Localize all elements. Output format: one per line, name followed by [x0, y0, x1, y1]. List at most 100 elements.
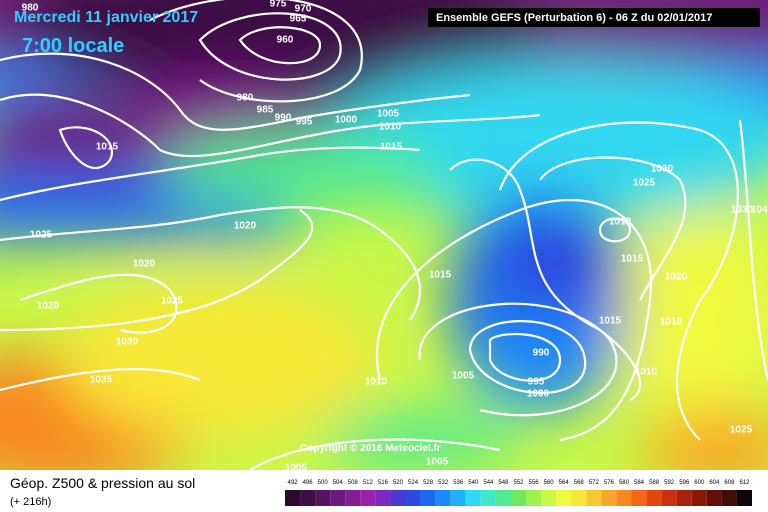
isobar-label: 980	[237, 93, 254, 104]
color-swatch	[736, 490, 752, 506]
isobar-label: 1035	[90, 375, 113, 386]
isobar-label: 1030	[116, 337, 139, 348]
isobar-label: 1010	[609, 217, 632, 228]
isobar-label: 1010	[635, 367, 658, 378]
color-swatch	[360, 490, 376, 506]
isobar-label: 1040	[751, 205, 768, 216]
scale-label: 512	[363, 480, 374, 486]
color-swatch	[661, 490, 677, 506]
color-swatch	[706, 490, 722, 506]
isobar-label: 960	[277, 35, 294, 46]
color-swatch	[435, 490, 451, 506]
copyright: Copyright © 2016 Meteociel.fr	[300, 443, 441, 454]
isobar-label: 965	[290, 14, 307, 25]
color-swatch	[676, 490, 692, 506]
isobar-label: 990	[275, 113, 292, 124]
isobar-label: 1000	[527, 389, 550, 400]
isobar-label: 1025	[633, 178, 656, 189]
scale-label: 528	[423, 480, 434, 486]
valid-time: 7:00 locale	[22, 35, 124, 57]
footer-title: Géop. Z500 & pression au sol	[10, 475, 195, 491]
isobar-label: 1015	[621, 254, 644, 265]
color-swatch	[465, 490, 481, 506]
color-swatch	[480, 490, 496, 506]
color-swatch	[495, 490, 511, 506]
scale-label: 556	[529, 480, 540, 486]
isobar-label: 970	[295, 4, 312, 15]
model-run: Ensemble GEFS (Perturbation 6) - 06 Z du…	[436, 12, 712, 24]
scale-label: 492	[288, 480, 299, 486]
scale-label: 508	[348, 480, 359, 486]
scale-label: 576	[604, 480, 615, 486]
isobar-label: 1010	[379, 122, 402, 133]
scale-label: 612	[739, 480, 750, 486]
isobars	[0, 0, 768, 470]
color-swatch	[300, 490, 316, 506]
isobar-label: 1015	[599, 316, 622, 327]
color-swatch	[330, 490, 346, 506]
color-swatch	[601, 490, 617, 506]
scale-label: 520	[393, 480, 404, 486]
valid-date: Mercredi 11 janvier 2017	[14, 9, 198, 26]
isobar-label: 1030	[731, 205, 754, 216]
field	[0, 0, 768, 470]
isobar-label: 1005	[377, 109, 400, 120]
scale-label: 608	[724, 480, 735, 486]
scale-label: 584	[634, 480, 645, 486]
isobar-label: 1005	[452, 371, 475, 382]
color-swatch	[646, 490, 662, 506]
scale-label: 544	[483, 480, 494, 486]
color-scale: 492 496 500 504 508 512 516 520 524 528 532 536 540 5…	[285, 480, 752, 506]
isobar-label: 1005	[426, 457, 449, 468]
isobar-label: 995	[528, 377, 545, 388]
isobar-label: 1025	[730, 425, 753, 436]
isobar-label: 1000	[335, 115, 358, 126]
footer-lead: (+ 216h)	[10, 496, 51, 508]
scale-label: 532	[438, 480, 449, 486]
isobar-label: 995	[296, 117, 313, 128]
isobar-label: 1020	[37, 301, 60, 312]
isobar-label: 1030	[651, 164, 674, 175]
isobar-label: 1020	[133, 259, 156, 270]
scale-label: 588	[649, 480, 660, 486]
color-swatch	[315, 490, 331, 506]
header-box	[428, 8, 760, 27]
color-swatch	[345, 490, 361, 506]
isobar-label: 985	[257, 105, 274, 116]
color-swatch	[526, 490, 542, 506]
isobar-label: 1025	[30, 230, 53, 241]
isobar-label: 1010	[365, 377, 388, 388]
scale-label: 568	[574, 480, 585, 486]
isobar-label: 1015	[429, 270, 452, 281]
color-swatch	[556, 490, 572, 506]
color-swatch	[721, 490, 737, 506]
isobar-label: 1020	[234, 221, 257, 232]
isobar-label: 1005	[285, 463, 308, 474]
scale-label: 516	[378, 480, 389, 486]
scale-label: 540	[468, 480, 479, 486]
scale-label: 560	[544, 480, 555, 486]
scale-label: 596	[679, 480, 690, 486]
color-swatch	[571, 490, 587, 506]
scale-label: 580	[619, 480, 630, 486]
isobar-label: 990	[533, 348, 550, 359]
isobar-label: 980	[22, 3, 39, 14]
scale-label: 564	[559, 480, 570, 486]
color-swatch	[375, 490, 391, 506]
color-swatch	[390, 490, 406, 506]
scale-label: 600	[694, 480, 705, 486]
scale-label: 592	[664, 480, 675, 486]
isobar-label: 1015	[380, 142, 403, 153]
scale-label: 524	[408, 480, 419, 486]
isobar-label: 1015	[96, 142, 119, 153]
color-swatch	[420, 490, 436, 506]
isobar-label: 1025	[161, 296, 184, 307]
scale-label: 604	[709, 480, 720, 486]
color-swatch	[510, 490, 527, 506]
scale-label: 496	[303, 480, 314, 486]
color-swatch	[616, 490, 632, 506]
scale-label: 572	[589, 480, 600, 486]
color-swatch	[405, 490, 421, 506]
color-swatch	[586, 490, 602, 506]
